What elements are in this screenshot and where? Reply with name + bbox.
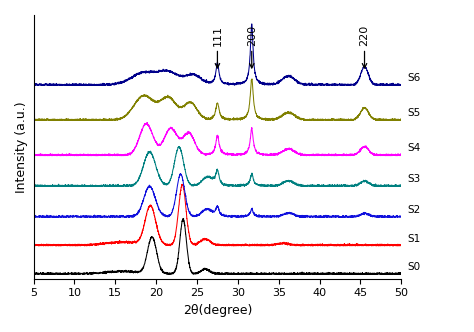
Text: S0: S0 [408, 262, 421, 272]
Text: S5: S5 [408, 108, 421, 118]
Text: S2: S2 [408, 205, 421, 215]
Text: 200: 200 [247, 25, 257, 68]
Text: 111: 111 [212, 25, 222, 68]
Text: S1: S1 [408, 233, 421, 244]
Y-axis label: Intensity (a.u.): Intensity (a.u.) [15, 101, 28, 193]
Text: S3: S3 [408, 174, 421, 184]
Text: S4: S4 [408, 143, 421, 153]
X-axis label: 2θ(degree): 2θ(degree) [183, 304, 252, 317]
Text: 220: 220 [359, 25, 370, 68]
Text: S6: S6 [408, 73, 421, 83]
